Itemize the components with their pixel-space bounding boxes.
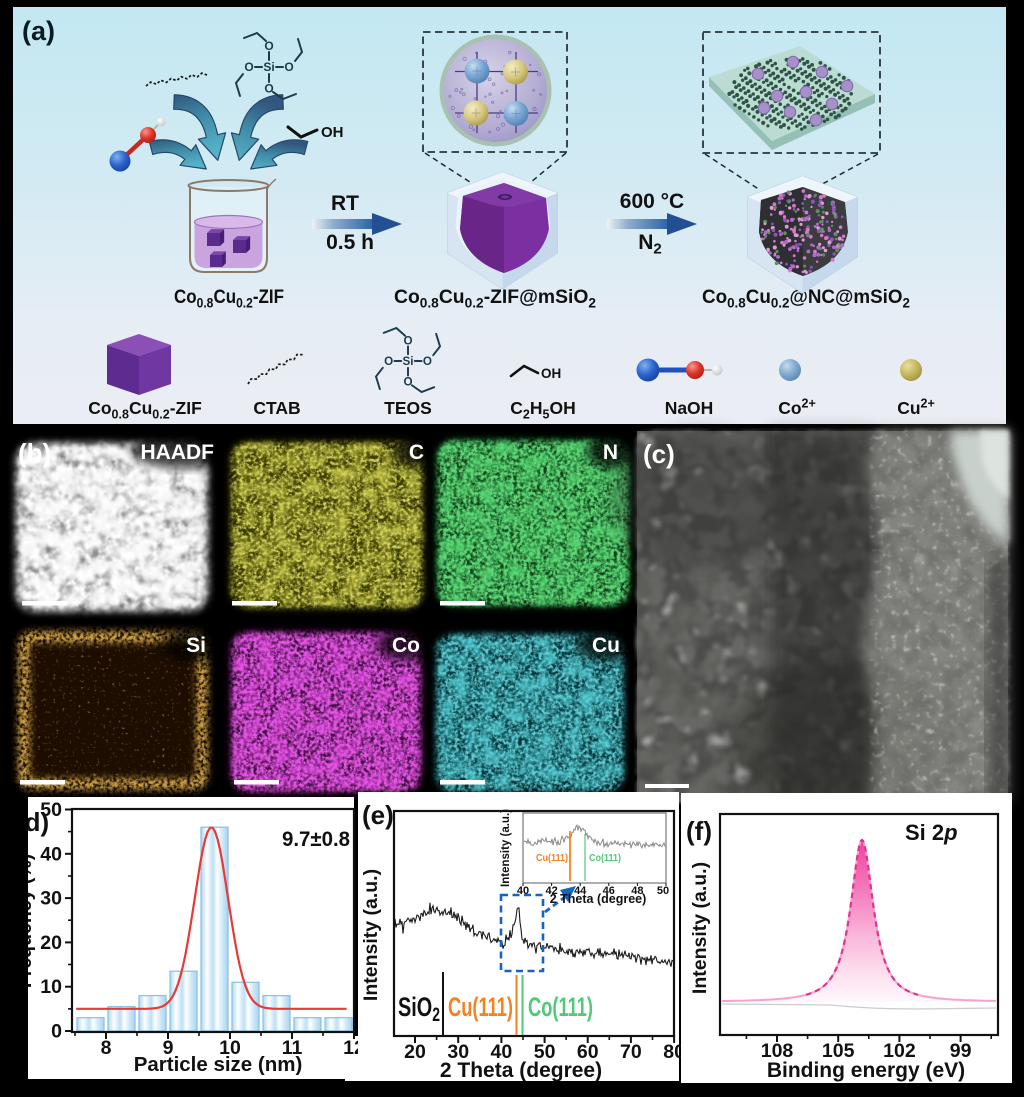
svg-text:20: 20 [40, 932, 62, 954]
svg-text:Co(111): Co(111) [528, 992, 593, 1022]
svg-text:50: 50 [657, 885, 669, 897]
svg-text:Co0.8 Cu0.2 -ZIF: Co0.8 Cu0.2 -ZIF [174, 287, 284, 311]
svg-text:20: 20 [404, 1041, 426, 1063]
svg-text:102: 102 [883, 1040, 916, 1062]
svg-text:40: 40 [491, 1041, 513, 1063]
svg-text:(d): (d) [16, 807, 49, 837]
svg-text:2 Theta (degree): 2 Theta (degree) [550, 892, 647, 906]
svg-text:50: 50 [40, 799, 62, 821]
svg-text:600 °C: 600 °C [620, 190, 684, 213]
svg-text:Co: Co [392, 634, 420, 657]
svg-text:42: 42 [545, 885, 557, 897]
svg-text:40: 40 [517, 885, 529, 897]
svg-text:108: 108 [761, 1040, 794, 1062]
svg-text:105: 105 [822, 1040, 855, 1062]
svg-text:Cu2+: Cu2+ [897, 397, 935, 419]
svg-text:0: 0 [51, 1021, 62, 1043]
svg-text:Co(111): Co(111) [589, 852, 621, 864]
svg-text:CTAB: CTAB [253, 398, 300, 418]
svg-text:(c): (c) [643, 439, 675, 469]
svg-text:N: N [603, 441, 618, 464]
svg-text:OH: OH [541, 366, 561, 381]
svg-text:(e): (e) [362, 800, 394, 830]
svg-text:(b): (b) [18, 438, 51, 468]
svg-text:Intensity (a.u.): Intensity (a.u.) [360, 869, 382, 1001]
svg-text:30: 30 [447, 1041, 469, 1063]
svg-text:80: 80 [663, 1041, 685, 1063]
svg-text:48: 48 [631, 885, 643, 897]
svg-text:Cu(111): Cu(111) [448, 992, 513, 1022]
svg-text:50: 50 [534, 1041, 556, 1063]
svg-text:8: 8 [101, 1037, 112, 1059]
svg-text:9.7±0.8: 9.7±0.8 [282, 828, 350, 851]
svg-text:99: 99 [950, 1040, 972, 1062]
svg-text:46: 46 [603, 885, 615, 897]
svg-text:Intensity (a.u.): Intensity (a.u.) [500, 809, 512, 887]
svg-text:Particle size (nm): Particle size (nm) [134, 1053, 303, 1076]
svg-text:Intensity (a.u.): Intensity (a.u.) [689, 862, 711, 994]
svg-text:2 Theta (degree): 2 Theta (degree) [440, 1059, 602, 1082]
svg-text:44: 44 [574, 885, 587, 897]
svg-text:Si 2p: Si 2p [905, 820, 958, 845]
svg-text:NaOH: NaOH [665, 398, 714, 418]
svg-text:70: 70 [620, 1041, 642, 1063]
svg-text:11: 11 [282, 1037, 303, 1059]
svg-text:Frequency (%): Frequency (%) [14, 854, 36, 988]
svg-text:OH: OH [321, 124, 344, 141]
svg-text:60: 60 [577, 1041, 599, 1063]
svg-text:N2: N2 [638, 231, 662, 258]
svg-text:Co0.8 Cu0.2 -ZIF: Co0.8 Cu0.2 -ZIF [88, 398, 202, 422]
svg-text:RT: RT [331, 192, 359, 215]
svg-text:(a): (a) [22, 16, 55, 46]
svg-text:0.5 h: 0.5 h [326, 231, 374, 254]
svg-text:9: 9 [163, 1037, 174, 1059]
svg-text:TEOS: TEOS [384, 398, 432, 418]
svg-text:Co2+: Co2+ [778, 397, 816, 419]
svg-text:HAADF: HAADF [141, 441, 215, 464]
svg-text:Co0.8 Cu0.2 @NC@mSiO2: Co0.8 Cu0.2 @NC@mSiO2 [702, 287, 910, 311]
svg-text:40: 40 [40, 843, 62, 865]
svg-text:(f): (f) [686, 816, 712, 846]
svg-text:Cu: Cu [592, 634, 620, 657]
svg-text:C: C [409, 441, 424, 464]
svg-text:10: 10 [219, 1037, 241, 1059]
svg-text:Si: Si [186, 634, 206, 657]
svg-text:Co0.8 Cu0.2 -ZIF@mSiO2: Co0.8 Cu0.2 -ZIF@mSiO 2 [394, 287, 596, 311]
svg-text:30: 30 [40, 888, 62, 910]
svg-text:Binding energy (eV): Binding energy (eV) [767, 1059, 965, 1082]
svg-text:Cu(111): Cu(111) [536, 852, 568, 864]
svg-text:10: 10 [40, 976, 62, 998]
svg-text:C2 H5 OH: C2 H5 OH [510, 398, 576, 422]
